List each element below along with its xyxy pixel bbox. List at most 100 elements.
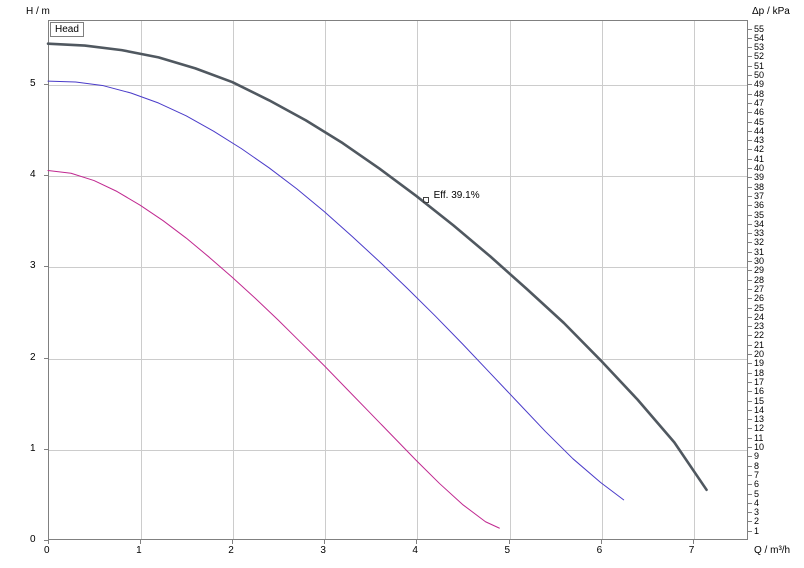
- y-right-tick-label: 37: [754, 191, 764, 201]
- y-right-tick-mark: [748, 484, 752, 485]
- y-right-tick-label: 45: [754, 117, 764, 127]
- y-right-tick-mark: [748, 112, 752, 113]
- y-right-tick-mark: [748, 280, 752, 281]
- y-right-tick-label: 49: [754, 79, 764, 89]
- y-right-tick-mark: [748, 373, 752, 374]
- y-right-tick-label: 20: [754, 349, 764, 359]
- y-right-tick-label: 15: [754, 396, 764, 406]
- y-right-tick-label: 48: [754, 89, 764, 99]
- y-right-tick-label: 42: [754, 144, 764, 154]
- y-right-tick-label: 3: [754, 507, 759, 517]
- x-tick-label: 7: [689, 545, 695, 556]
- y-left-tick-label: 0: [30, 534, 36, 545]
- y-right-tick-mark: [748, 419, 752, 420]
- y-right-tick-mark: [748, 215, 752, 216]
- y-right-tick-label: 14: [754, 405, 764, 415]
- efficiency-marker-label: Eff. 39.1%: [434, 190, 480, 201]
- y-right-tick-mark: [748, 494, 752, 495]
- y-right-tick-label: 8: [754, 461, 759, 471]
- y-right-tick-mark: [748, 335, 752, 336]
- y-right-tick-mark: [748, 56, 752, 57]
- y-right-tick-label: 9: [754, 451, 759, 461]
- y-right-tick-mark: [748, 401, 752, 402]
- y-right-tick-mark: [748, 410, 752, 411]
- x-tick-mark: [232, 540, 233, 544]
- y-left-tick-label: 4: [30, 169, 36, 180]
- y-right-tick-mark: [748, 326, 752, 327]
- y-right-tick-label: 30: [754, 256, 764, 266]
- y-right-tick-mark: [748, 363, 752, 364]
- y-right-tick-label: 46: [754, 107, 764, 117]
- y-tick-mark: [44, 449, 48, 450]
- x-tick-mark: [140, 540, 141, 544]
- y-right-tick-label: 27: [754, 284, 764, 294]
- y-tick-mark: [44, 540, 48, 541]
- x-tick-mark: [324, 540, 325, 544]
- head-curve-low: [48, 171, 499, 529]
- x-tick-mark: [601, 540, 602, 544]
- x-tick-label: 4: [412, 545, 418, 556]
- y-right-tick-mark: [748, 224, 752, 225]
- y-right-tick-mark: [748, 298, 752, 299]
- y-right-tick-label: 47: [754, 98, 764, 108]
- y-right-tick-label: 53: [754, 42, 764, 52]
- y-right-tick-label: 39: [754, 172, 764, 182]
- y-right-tick-mark: [748, 84, 752, 85]
- x-tick-label: 2: [228, 545, 234, 556]
- y-right-tick-label: 38: [754, 182, 764, 192]
- y-right-tick-label: 35: [754, 210, 764, 220]
- y-right-tick-label: 4: [754, 498, 759, 508]
- x-tick-mark: [509, 540, 510, 544]
- y-right-tick-label: 50: [754, 70, 764, 80]
- head-curve-max: [48, 44, 707, 490]
- y-tick-mark: [44, 358, 48, 359]
- y-tick-mark: [44, 266, 48, 267]
- y-right-tick-label: 17: [754, 377, 764, 387]
- y-right-tick-label: 5: [754, 489, 759, 499]
- x-tick-mark: [416, 540, 417, 544]
- x-tick-label: 5: [505, 545, 511, 556]
- y-right-tick-mark: [748, 252, 752, 253]
- y-right-tick-label: 40: [754, 163, 764, 173]
- y-right-tick-mark: [748, 289, 752, 290]
- y-right-tick-mark: [748, 131, 752, 132]
- y-right-tick-mark: [748, 261, 752, 262]
- y-right-tick-label: 51: [754, 61, 764, 71]
- y-right-tick-label: 25: [754, 303, 764, 313]
- y-right-tick-mark: [748, 456, 752, 457]
- x-tick-label: 6: [597, 545, 603, 556]
- y-left-tick-label: 5: [30, 78, 36, 89]
- x-tick-label: 0: [44, 545, 50, 556]
- y-right-tick-label: 54: [754, 33, 764, 43]
- y-left-tick-label: 1: [30, 443, 36, 454]
- head-curve-mid: [48, 81, 624, 500]
- y-right-tick-mark: [748, 475, 752, 476]
- y-right-tick-label: 22: [754, 330, 764, 340]
- x-tick-mark: [48, 540, 49, 544]
- y-right-tick-mark: [748, 233, 752, 234]
- y-right-tick-label: 13: [754, 414, 764, 424]
- y-right-tick-label: 12: [754, 423, 764, 433]
- x-tick-label: 3: [320, 545, 326, 556]
- y-right-tick-mark: [748, 75, 752, 76]
- chart-canvas: H / m Δp / kPa Q / m³/h Head Eff. 39.1% …: [0, 0, 804, 568]
- y-right-tick-mark: [748, 447, 752, 448]
- y-tick-mark: [44, 175, 48, 176]
- y-right-tick-label: 2: [754, 516, 759, 526]
- y-right-tick-label: 7: [754, 470, 759, 480]
- y-right-tick-label: 44: [754, 126, 764, 136]
- y-tick-mark: [44, 84, 48, 85]
- y-right-tick-mark: [748, 140, 752, 141]
- y-right-tick-mark: [748, 187, 752, 188]
- y-right-tick-label: 29: [754, 265, 764, 275]
- y-right-tick-mark: [748, 512, 752, 513]
- y-right-tick-label: 55: [754, 24, 764, 34]
- y-right-tick-label: 11: [754, 433, 763, 443]
- efficiency-marker: [423, 197, 429, 203]
- y-right-tick-label: 18: [754, 368, 764, 378]
- y-right-tick-label: 23: [754, 321, 764, 331]
- y-right-tick-mark: [748, 438, 752, 439]
- y-right-tick-mark: [748, 205, 752, 206]
- x-tick-mark: [693, 540, 694, 544]
- y-left-tick-label: 3: [30, 260, 36, 271]
